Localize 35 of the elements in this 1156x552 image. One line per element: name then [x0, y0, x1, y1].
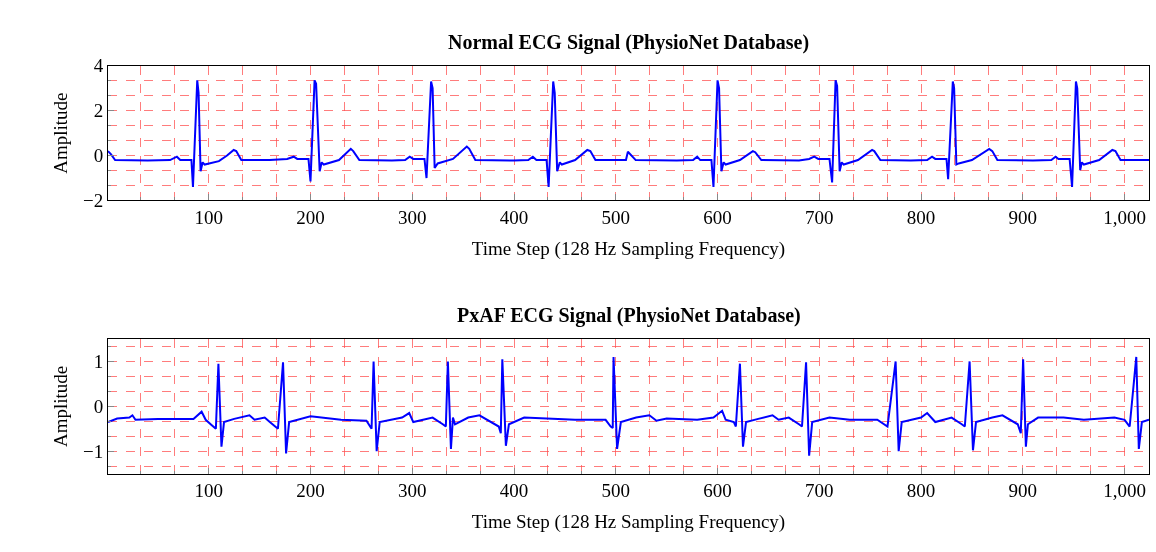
x-tick-label: 600 [703, 207, 732, 229]
y-tick-label: 0 [93, 395, 104, 417]
x-tick-label: 1,000 [1103, 207, 1146, 229]
line-series [108, 355, 1149, 457]
y-tick-label: 4 [93, 55, 104, 77]
chart-title: Normal ECG Signal (PhysioNet Database) [448, 31, 810, 54]
x-tick-label: 400 [499, 207, 529, 229]
x-tick-label: 700 [805, 207, 834, 229]
y-tick-label: 2 [93, 100, 104, 122]
x-tick-label: 200 [296, 207, 325, 229]
x-tick-label: 300 [398, 480, 427, 502]
y-tick-label: −1 [82, 440, 104, 462]
line-series [108, 79, 1149, 188]
x-tick-label: 500 [601, 480, 631, 502]
x-tick-label: 500 [601, 207, 631, 229]
y-tick-label: −2 [82, 190, 104, 212]
x-tick-label: 700 [805, 480, 834, 502]
x-tick-label: 100 [194, 480, 223, 502]
y-tick-label: 0 [93, 145, 104, 167]
chart-title: PxAF ECG Signal (PhysioNet Database) [457, 304, 801, 327]
x-tick-label: 200 [296, 480, 325, 502]
x-tick-label: 900 [1008, 480, 1038, 502]
x-axis-title: Time Step (128 Hz Sampling Frequency) [471, 238, 786, 261]
x-tick-label: 900 [1008, 207, 1038, 229]
x-tick-label: 300 [398, 207, 427, 229]
x-tick-label: 800 [906, 207, 936, 229]
y-axis-title: Amplitude [49, 365, 71, 447]
y-axis-title: Amplitude [49, 92, 71, 174]
x-tick-label: 600 [703, 480, 732, 502]
x-tick-label: 1,000 [1103, 480, 1146, 502]
y-tick-label: 1 [93, 351, 104, 373]
x-tick-label: 400 [499, 480, 529, 502]
x-tick-label: 100 [194, 207, 223, 229]
x-axis-title: Time Step (128 Hz Sampling Frequency) [471, 511, 786, 534]
x-tick-label: 800 [906, 480, 936, 502]
